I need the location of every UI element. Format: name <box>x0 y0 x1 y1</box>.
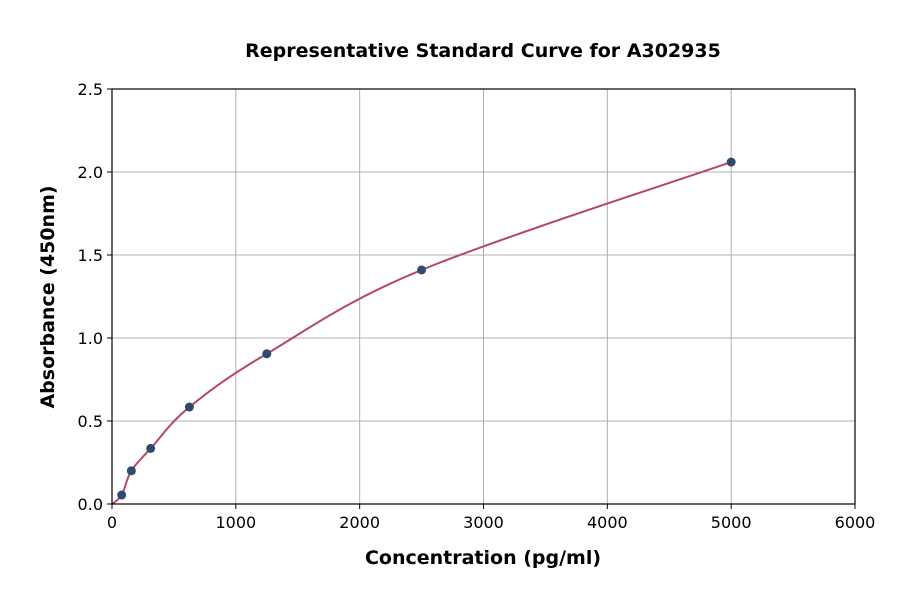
x-tick-label: 1000 <box>215 513 256 532</box>
y-tick-label: 2.5 <box>78 80 103 99</box>
data-point <box>146 443 156 453</box>
x-tick-label: 3000 <box>463 513 504 532</box>
y-tick-label: 0.5 <box>78 412 103 431</box>
x-tick-label: 2000 <box>339 513 380 532</box>
x-axis-label: Concentration (pg/ml) <box>365 547 601 569</box>
x-tick-label: 4000 <box>587 513 628 532</box>
chart-title: Representative Standard Curve for A30293… <box>245 40 721 62</box>
data-point <box>126 466 136 476</box>
y-tick-label: 2.0 <box>78 163 103 182</box>
data-point <box>417 265 427 275</box>
data-point <box>262 349 272 359</box>
y-axis-label: Absorbance (450nm) <box>37 185 59 408</box>
plot-frame <box>111 88 856 505</box>
fit-curve <box>111 161 732 505</box>
y-tick-label: 1.0 <box>78 329 103 348</box>
x-tick-label: 6000 <box>835 513 876 532</box>
data-point <box>184 402 194 412</box>
y-tick-label: 0.0 <box>78 495 103 514</box>
x-tick-label: 0 <box>107 513 117 532</box>
data-point <box>726 157 736 167</box>
y-tick-label: 1.5 <box>78 246 103 265</box>
data-point <box>117 490 127 500</box>
x-tick-label: 5000 <box>711 513 752 532</box>
